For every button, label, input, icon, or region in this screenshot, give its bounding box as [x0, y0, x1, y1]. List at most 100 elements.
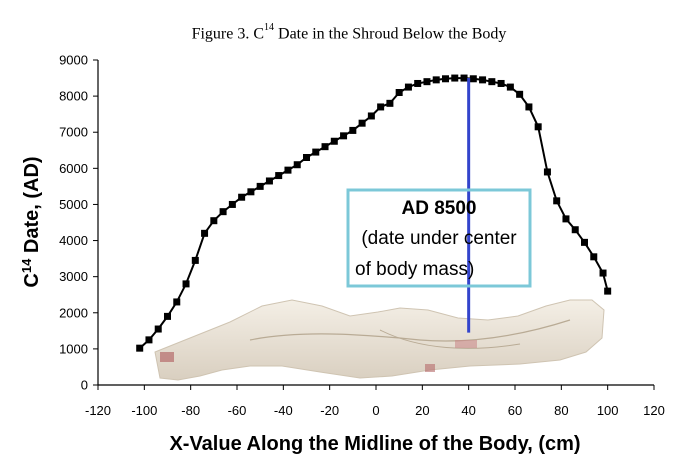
data-point	[136, 344, 144, 352]
data-point	[349, 126, 357, 134]
data-point	[404, 83, 412, 91]
y-axis-title-prefix: C	[21, 273, 43, 287]
x-tick-label: 20	[415, 403, 429, 418]
data-point	[562, 215, 570, 223]
x-tick-label: 120	[643, 403, 665, 418]
figure-title-suffix: Date in the Shroud Below the Body	[274, 25, 507, 43]
x-tick-label: -100	[131, 403, 157, 418]
data-point	[330, 137, 338, 145]
body-shading	[249, 319, 571, 342]
body-silhouette	[154, 299, 605, 381]
data-point	[238, 193, 246, 201]
y-tick-label: 6000	[59, 161, 88, 176]
data-point	[284, 166, 292, 174]
y-axis-ticks: 0 1000 2000 3000 4000 5000 6000 7000 8000 9000	[59, 53, 98, 393]
x-tick-label: 100	[597, 403, 619, 418]
data-point	[293, 161, 301, 169]
x-tick-label: 60	[508, 403, 522, 418]
data-point	[432, 76, 440, 84]
data-point	[442, 75, 449, 83]
y-tick-label: 7000	[59, 125, 88, 140]
data-point	[182, 280, 190, 288]
y-axis-title: C14 Date, (AD)	[19, 156, 43, 287]
y-tick-label: 9000	[59, 53, 88, 68]
series-line	[139, 77, 609, 349]
data-point	[525, 103, 533, 111]
data-point	[247, 188, 255, 196]
x-tick-label: 80	[554, 403, 568, 418]
data-point	[590, 253, 598, 261]
y-axis-title-superscript: 14	[19, 258, 34, 273]
data-point	[321, 143, 329, 151]
x-axis-ticks: -120 -100 -80 -60 -40 -20 0 20 40 60 80 100 120	[85, 385, 665, 418]
data-point	[553, 197, 561, 205]
body-illustration	[154, 299, 605, 381]
x-tick-label: -60	[228, 403, 247, 418]
data-point	[581, 238, 588, 246]
arm-shading	[379, 329, 521, 349]
x-tick-label: -120	[85, 403, 111, 418]
data-point	[256, 182, 264, 190]
y-tick-label: 1000	[59, 341, 88, 356]
y-tick-label: 3000	[59, 269, 88, 284]
blood-mark-center	[455, 340, 477, 348]
y-tick-label: 2000	[59, 305, 88, 320]
x-tick-label: 40	[461, 403, 475, 418]
data-point	[173, 298, 181, 306]
data-point	[145, 336, 153, 344]
x-tick-label: -20	[320, 403, 339, 418]
data-point	[386, 99, 394, 107]
data-point	[201, 229, 209, 237]
y-axis-title-suffix: Date, (AD)	[21, 156, 43, 258]
annotation-line-3: of body mass)	[355, 259, 474, 280]
data-point	[599, 269, 607, 277]
data-point	[543, 168, 551, 176]
data-point	[414, 79, 422, 87]
x-axis-title: X-Value Along the Midline of the Body, (…	[169, 433, 580, 455]
figure-title-superscript: 14	[264, 22, 275, 33]
blood-mark-left	[160, 352, 174, 362]
data-point	[228, 200, 236, 208]
data-point	[479, 76, 487, 84]
annotation-border	[346, 188, 532, 288]
data-point	[275, 172, 283, 180]
data-point	[312, 148, 320, 156]
y-tick-label: 4000	[59, 233, 88, 248]
figure-title-prefix: Figure 3. C	[191, 25, 265, 43]
data-point	[340, 132, 348, 140]
x-tick-label: -40	[274, 403, 293, 418]
annotation-box: AD 8500 (date under center of body mass)	[346, 188, 532, 288]
data-point	[367, 112, 375, 120]
data-point	[377, 103, 385, 111]
data-point	[497, 79, 505, 87]
data-point	[469, 75, 477, 83]
data-point	[265, 177, 273, 185]
data-point	[460, 74, 468, 82]
data-point	[164, 312, 171, 320]
data-point	[219, 208, 227, 216]
x-tick-label: 0	[372, 403, 379, 418]
blood-mark-lower	[425, 364, 435, 372]
annotation-line-2: (date under center	[361, 228, 517, 249]
data-point	[154, 325, 162, 333]
data-point	[604, 287, 612, 295]
data-point	[534, 123, 542, 131]
y-tick-label: 5000	[59, 197, 88, 212]
y-tick-label: 8000	[59, 89, 88, 104]
data-point	[191, 256, 199, 264]
y-tick-label: 0	[81, 378, 88, 393]
data-point	[423, 78, 431, 86]
figure-title: Figure 3. C14 Date in the Shroud Below t…	[0, 22, 698, 43]
data-point	[506, 83, 514, 91]
data-point	[395, 89, 403, 96]
data-point	[303, 154, 310, 161]
data-point	[210, 217, 218, 225]
data-point	[571, 226, 579, 234]
x-tick-label: -80	[181, 403, 200, 418]
data-point	[451, 74, 459, 82]
data-point	[516, 90, 524, 98]
series-markers	[136, 74, 612, 352]
annotation-line-1: AD 8500	[402, 198, 477, 219]
data-point	[358, 119, 366, 127]
